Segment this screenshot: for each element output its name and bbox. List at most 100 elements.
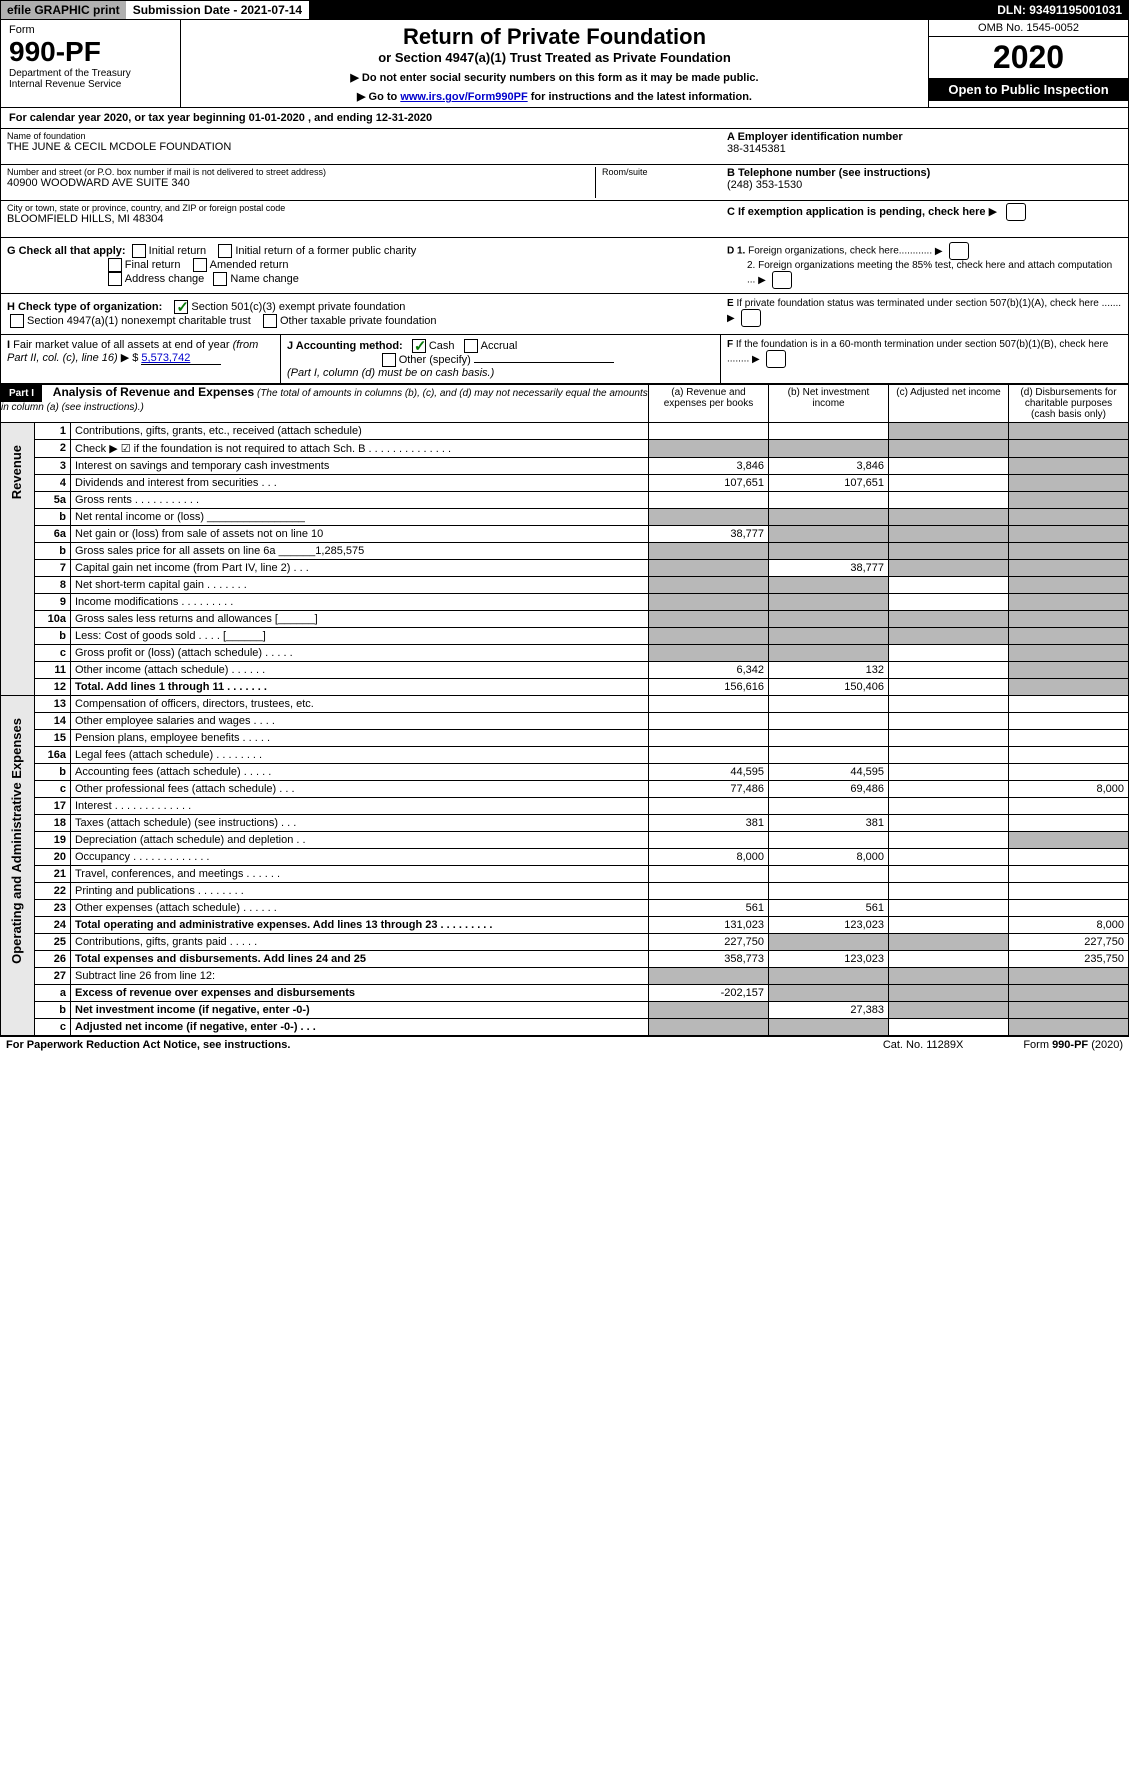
line-description: Subtract line 26 from line 12:	[71, 968, 649, 985]
value-cell	[889, 866, 1009, 883]
addr-change-checkbox[interactable]	[108, 272, 122, 286]
e-checkbox[interactable]	[741, 309, 761, 327]
value-cell	[769, 440, 889, 458]
value-cell	[889, 798, 1009, 815]
city-value: BLOOMFIELD HILLS, MI 48304	[7, 213, 715, 225]
goto-suffix: for instructions and the latest informat…	[528, 91, 752, 103]
value-cell	[889, 747, 1009, 764]
table-row: aExcess of revenue over expenses and dis…	[1, 985, 1129, 1002]
value-cell	[1009, 815, 1129, 832]
value-cell: 3,846	[769, 458, 889, 475]
calendar-year-row: For calendar year 2020, or tax year begi…	[0, 108, 1129, 129]
value-cell	[769, 1019, 889, 1036]
other-tax-label: Other taxable private foundation	[280, 315, 437, 327]
value-cell: 123,023	[769, 951, 889, 968]
value-cell	[1009, 509, 1129, 526]
value-cell: 44,595	[769, 764, 889, 781]
table-row: 12Total. Add lines 1 through 11 . . . . …	[1, 679, 1129, 696]
value-cell	[1009, 543, 1129, 560]
other-acct-checkbox[interactable]	[382, 353, 396, 367]
header-right: OMB No. 1545-0052 2020 Open to Public In…	[928, 20, 1128, 107]
ein-cell: A Employer identification number 38-3145…	[721, 129, 1128, 165]
f-checkbox[interactable]	[766, 350, 786, 368]
d2-checkbox[interactable]	[772, 271, 792, 289]
header-mid: Return of Private Foundation or Section …	[181, 20, 928, 107]
value-cell	[889, 662, 1009, 679]
warning-ssn: ▶ Do not enter social security numbers o…	[185, 71, 924, 84]
initial-return-checkbox[interactable]	[132, 244, 146, 258]
identity-left: Name of foundation THE JUNE & CECIL MCDO…	[1, 129, 721, 237]
line-description: Gross rents . . . . . . . . . . .	[71, 492, 649, 509]
line-description: Dividends and interest from securities .…	[71, 475, 649, 492]
value-cell	[889, 900, 1009, 917]
value-cell	[889, 917, 1009, 934]
value-cell	[649, 560, 769, 577]
col-a-header: (a) Revenue and expenses per books	[649, 385, 769, 423]
value-cell	[769, 832, 889, 849]
value-cell	[769, 713, 889, 730]
s501-checkbox[interactable]	[174, 300, 188, 314]
value-cell: 8,000	[769, 849, 889, 866]
j-label: J Accounting method:	[287, 340, 403, 352]
irs-link[interactable]: www.irs.gov/Form990PF	[400, 91, 527, 103]
cash-checkbox[interactable]	[412, 339, 426, 353]
value-cell: 107,651	[769, 475, 889, 492]
value-cell: 107,651	[649, 475, 769, 492]
c-checkbox[interactable]	[1006, 203, 1026, 221]
value-cell	[1009, 900, 1129, 917]
form-number: 990-PF	[9, 36, 172, 68]
line-description: Printing and publications . . . . . . . …	[71, 883, 649, 900]
amended-label: Amended return	[210, 259, 289, 271]
value-cell: 381	[649, 815, 769, 832]
value-cell: 8,000	[649, 849, 769, 866]
table-row: cAdjusted net income (if negative, enter…	[1, 1019, 1129, 1036]
value-cell: -202,157	[649, 985, 769, 1002]
value-cell	[889, 883, 1009, 900]
value-cell	[649, 730, 769, 747]
name-change-checkbox[interactable]	[213, 272, 227, 286]
open-public: Open to Public Inspection	[929, 78, 1128, 101]
fmv-value[interactable]: 5,573,742	[141, 352, 221, 365]
part1-table: Part I Analysis of Revenue and Expenses …	[0, 384, 1129, 1036]
value-cell	[649, 543, 769, 560]
table-row: 8Net short-term capital gain . . . . . .…	[1, 577, 1129, 594]
efile-label[interactable]: efile GRAPHIC print	[1, 1, 127, 19]
initial-former-checkbox[interactable]	[218, 244, 232, 258]
d1-checkbox[interactable]	[949, 242, 969, 260]
value-cell	[889, 968, 1009, 985]
table-row: 6aNet gain or (loss) from sale of assets…	[1, 526, 1129, 543]
line-description: Other employee salaries and wages . . . …	[71, 713, 649, 730]
phone-value: (248) 353-1530	[727, 179, 1122, 191]
line-number: 23	[35, 900, 71, 917]
s4947-checkbox[interactable]	[10, 314, 24, 328]
addr-label: Number and street (or P.O. box number if…	[7, 167, 595, 177]
table-row: bNet investment income (if negative, ent…	[1, 1002, 1129, 1019]
goto-prefix: ▶ Go to	[357, 91, 400, 103]
final-return-checkbox[interactable]	[108, 258, 122, 272]
value-cell	[889, 985, 1009, 1002]
table-row: 7Capital gain net income (from Part IV, …	[1, 560, 1129, 577]
value-cell: 358,773	[649, 951, 769, 968]
table-row: 4Dividends and interest from securities …	[1, 475, 1129, 492]
value-cell	[1009, 866, 1129, 883]
other-tax-checkbox[interactable]	[263, 314, 277, 328]
table-row: 14Other employee salaries and wages . . …	[1, 713, 1129, 730]
line-number: 18	[35, 815, 71, 832]
value-cell	[649, 492, 769, 509]
other-specify-field[interactable]	[474, 362, 614, 363]
value-cell	[649, 713, 769, 730]
part1-header-row: Part I Analysis of Revenue and Expenses …	[1, 385, 1129, 423]
value-cell: 38,777	[769, 560, 889, 577]
form-title: Return of Private Foundation	[185, 24, 924, 50]
value-cell	[769, 985, 889, 1002]
line-description: Excess of revenue over expenses and disb…	[71, 985, 649, 1002]
amended-checkbox[interactable]	[193, 258, 207, 272]
value-cell	[769, 968, 889, 985]
i-block: I Fair market value of all assets at end…	[1, 335, 281, 383]
value-cell	[1009, 526, 1129, 543]
line-description: Occupancy . . . . . . . . . . . . .	[71, 849, 649, 866]
table-row: bLess: Cost of goods sold . . . . [_____…	[1, 628, 1129, 645]
accrual-checkbox[interactable]	[464, 339, 478, 353]
line-number: 25	[35, 934, 71, 951]
line-number: c	[35, 1019, 71, 1036]
